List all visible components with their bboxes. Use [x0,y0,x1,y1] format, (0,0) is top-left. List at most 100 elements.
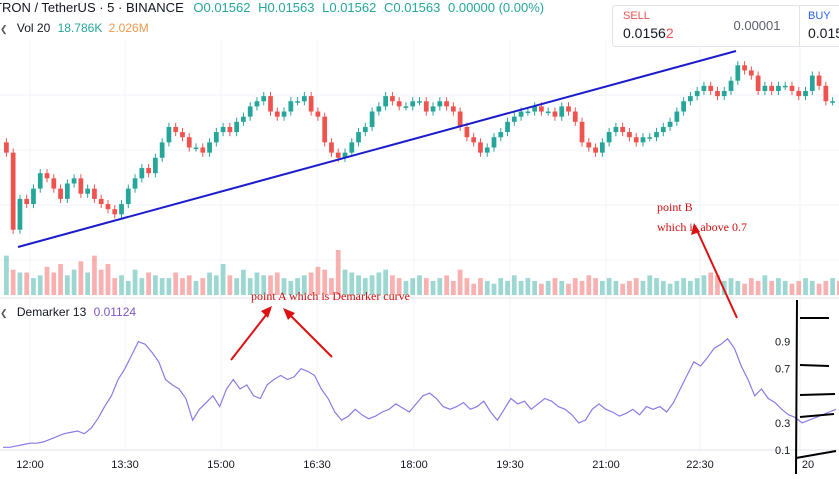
candle-body [586,142,592,148]
time-tick-label: 22:30 [686,459,714,471]
candle-body [654,132,659,138]
candle-body [830,101,835,103]
candle-body [681,101,686,112]
candle-body [498,132,504,138]
sell-label: SELL [623,10,650,22]
candle-body [525,111,531,114]
collapse-arrow-icon[interactable]: ❮ [0,308,8,318]
buy-button[interactable]: BUY 0.015 [799,6,839,46]
candle-body [532,106,538,112]
volume-bar [660,280,666,295]
volume-bar [132,269,138,295]
time-axis: 12:00 13:30 15:00 16:30 18:00 19:30 21:00 22:30… [16,459,814,471]
buy-label: BUY [808,10,831,22]
volume-bar [701,275,707,295]
volume-bar [627,280,632,295]
volume-bar [180,278,185,295]
volume-bar [268,275,273,295]
volume-bar [613,280,619,295]
candle-body [694,90,700,97]
volume-bar [762,275,768,295]
volume-bar [139,278,145,295]
trade-panel: SELL 0.01562 0.00001 BUY 0.015 [612,5,839,47]
volume-bar [44,266,50,295]
volume-bar [4,255,9,295]
candle-body [322,116,328,143]
candle-body [566,106,571,112]
volume-bar [146,272,151,295]
candle-body [288,101,294,112]
volume-bar [112,278,118,295]
volume-bar [525,278,531,295]
candle-body [213,132,219,143]
volume-bar [58,264,63,295]
candle-body [403,106,409,108]
candle-body [769,85,775,91]
candle-body [173,126,179,133]
time-tick-label: 18:00 [400,459,428,471]
candle-body [254,101,260,107]
candle-body [776,85,781,91]
volume-bar [31,278,36,295]
volume-bar [559,280,565,295]
candle-body [660,126,666,133]
volume-bar [24,272,30,295]
candle-body [234,121,240,133]
candle-body [816,75,822,86]
candle-body [701,85,707,91]
volume-bar [301,275,307,295]
time-tick-label: 15:00 [207,459,235,471]
annotation-point-b-detail: which is above 0.7 [657,220,747,234]
demarker-label[interactable]: Demarker 13 [16,305,87,319]
volume-bar [457,269,463,295]
volume-label[interactable]: Vol 20 [16,21,51,35]
volume-bar [511,275,517,295]
volume-bar [125,280,131,295]
candle-body [721,90,727,97]
arrow-b [695,227,738,319]
candle-body [112,209,118,215]
volume-bar [153,275,158,295]
level-mark-vertical [795,299,798,475]
candle-body [193,147,199,149]
candle-body [796,90,802,97]
candle-body [742,65,747,71]
volume-bar [17,272,23,295]
level-mark-03 [799,413,835,418]
volume-bar [322,269,328,295]
sell-button[interactable]: SELL 0.01562 [613,6,715,46]
volume-bar [620,283,626,295]
annotation-arrows [230,223,738,361]
level-mark-01 [795,450,837,459]
volume-bar [64,275,70,295]
candle-body [247,106,253,117]
symbol-title[interactable]: TRON / TetherUS · 5 · BINANCE [0,0,184,15]
volume-bar [37,275,43,295]
candle-body [437,101,443,107]
candle-body [762,85,768,91]
volume-bar [532,280,538,295]
candle-body [335,152,341,158]
candle-body [119,204,124,215]
candle-body [227,126,233,133]
collapse-arrow-icon[interactable]: ❮ [0,24,8,34]
candle-body [545,111,551,114]
volume-bar [98,269,104,295]
candle-body [376,106,382,112]
sell-price-last: 2 [665,25,674,41]
volume-bar [640,280,646,295]
volume-bar [207,272,212,295]
candle-body [599,142,605,153]
candle-body [349,142,355,153]
candle-body [105,204,111,210]
candle-body [491,137,497,148]
level-marks [795,299,837,475]
candle-body [606,132,612,143]
candle-body [417,101,422,103]
candle-body [715,90,720,97]
candle-body [620,126,626,133]
volume-bar [342,269,348,295]
volume-bar [234,278,240,295]
